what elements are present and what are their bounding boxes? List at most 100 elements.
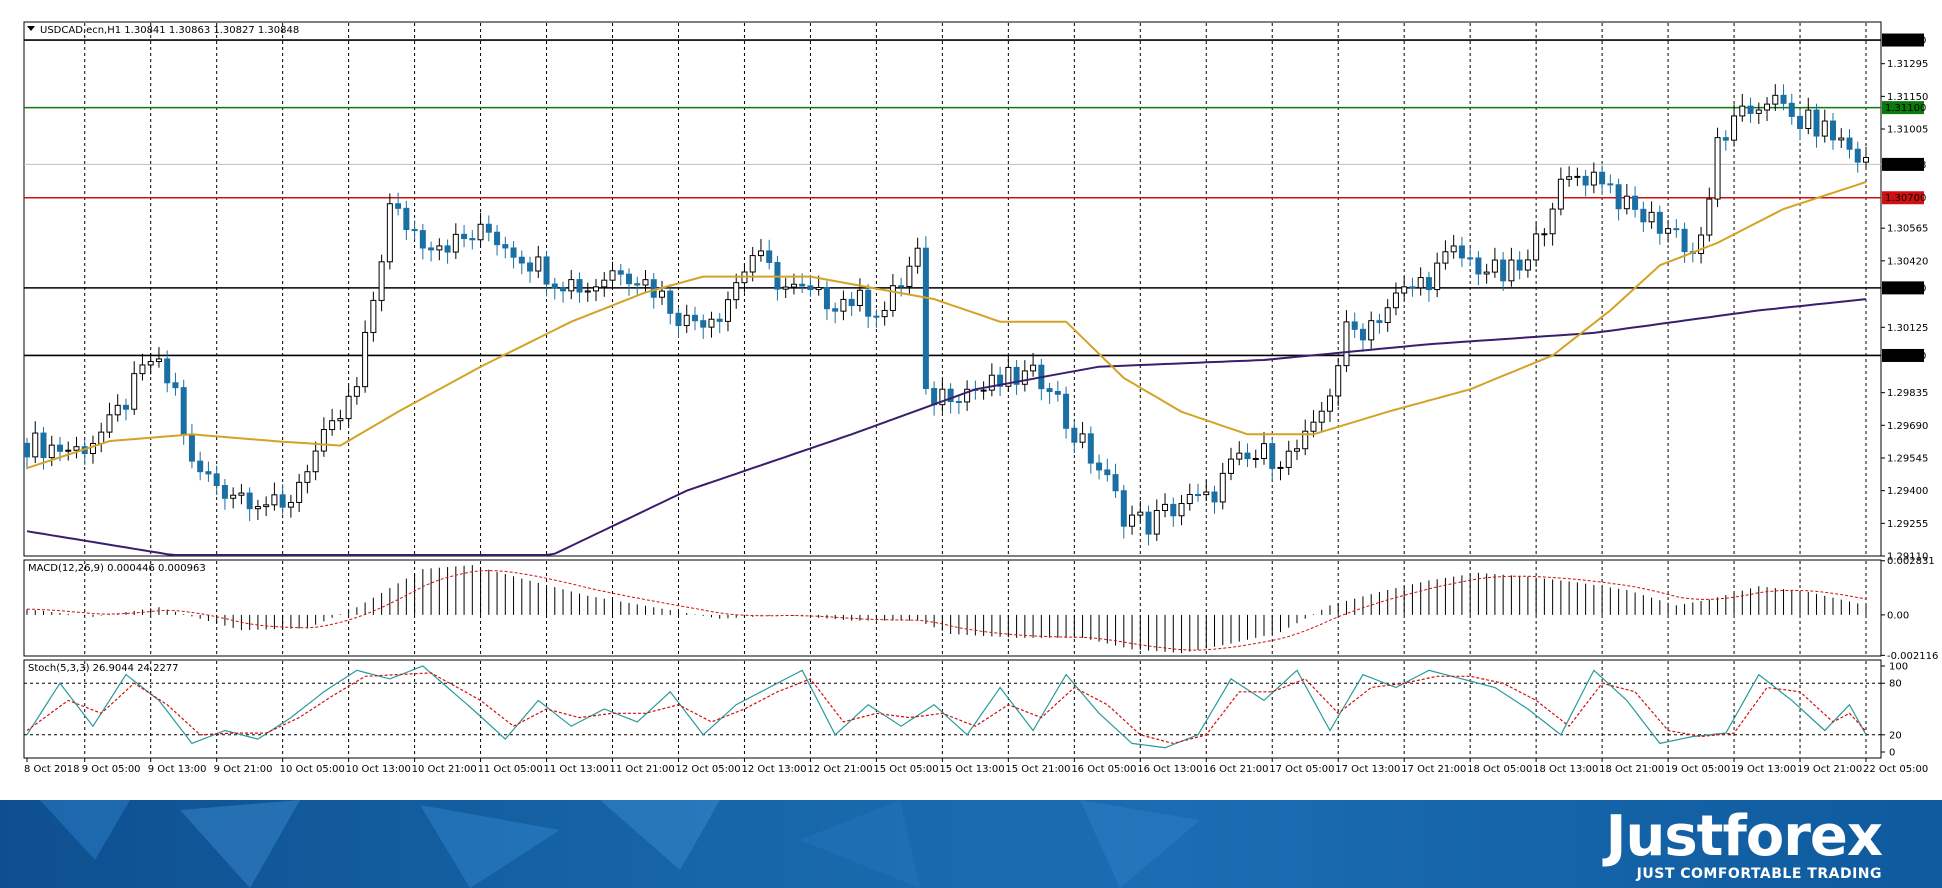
- candle-body: [1821, 120, 1828, 137]
- candle-body: [469, 238, 476, 241]
- candle-body: [1277, 466, 1284, 469]
- candle-body: [1129, 514, 1136, 527]
- time-axis-label: 11 Oct 13:00: [544, 764, 609, 775]
- candle-body: [1582, 175, 1589, 186]
- candle-body: [246, 492, 253, 510]
- time-axis-label: 12 Oct 13:00: [741, 764, 806, 775]
- time-axis-label: 17 Oct 05:00: [1269, 764, 1334, 775]
- candle-body: [287, 501, 294, 508]
- candle-body: [452, 233, 459, 253]
- candle-body: [939, 388, 946, 406]
- candle-body: [1153, 510, 1160, 535]
- candle-body: [914, 247, 921, 267]
- candle-body: [906, 265, 913, 287]
- candle-body: [881, 309, 888, 318]
- candle-body: [1195, 494, 1202, 497]
- candle-body: [1549, 208, 1556, 235]
- price-level-tag-label: 1.30000: [1885, 351, 1926, 362]
- candle-body: [1063, 393, 1070, 429]
- candle-body: [1557, 178, 1564, 210]
- candle-body: [155, 358, 162, 363]
- candle-body: [147, 361, 154, 366]
- candle-body: [1392, 292, 1399, 309]
- candle-body: [716, 318, 723, 322]
- candle-body: [1310, 421, 1317, 432]
- candle-body: [1846, 137, 1853, 150]
- candle-body: [667, 290, 674, 314]
- candle-body: [362, 331, 369, 388]
- price-level-tag-label: 1.31400: [1885, 36, 1926, 47]
- candle-body: [551, 283, 558, 289]
- candle-body: [1623, 195, 1630, 210]
- candle-body: [320, 429, 327, 452]
- time-axis-label: 9 Oct 05:00: [82, 764, 141, 775]
- price-chart[interactable]: 1.31295 1.31150 1.31005 1.30565 1.30420 1.301…: [0, 0, 1942, 800]
- candle-body: [724, 299, 731, 322]
- candle-body: [1359, 328, 1366, 341]
- candle-body: [263, 504, 270, 508]
- candle-body: [708, 318, 715, 328]
- candle-body: [691, 314, 698, 322]
- time-axis-label: 18 Oct 13:00: [1533, 764, 1598, 775]
- candle-body: [1541, 233, 1548, 236]
- candle-body: [749, 255, 756, 273]
- price-level-tag: [1882, 101, 1924, 115]
- candle-body: [164, 358, 171, 384]
- footer-shape: [1080, 800, 1200, 888]
- price-level-tag: [1882, 33, 1924, 47]
- candle-body: [700, 320, 707, 328]
- candle-body: [1030, 364, 1037, 372]
- candle-body: [922, 247, 929, 389]
- candle-body: [1071, 427, 1078, 443]
- time-axis-label: 10 Oct 21:00: [412, 764, 477, 775]
- stoch-tick-label: 80: [1889, 679, 1902, 690]
- brand-slogan: JUST COMFORTABLE TRADING: [1636, 866, 1882, 882]
- panel-frame: [23, 21, 1882, 557]
- candle-body: [543, 256, 550, 285]
- candle-body: [1145, 511, 1152, 535]
- candle-body: [502, 244, 509, 249]
- candle-body: [1665, 228, 1672, 234]
- candle-body: [1021, 370, 1028, 385]
- time-axis-label: 8 Oct 2018: [24, 764, 79, 775]
- stoch-tick-label: 20: [1889, 730, 1902, 741]
- candle-body: [353, 386, 360, 397]
- macd-tick-label: -0.002116: [1887, 651, 1938, 662]
- macd-tick-label: 0.002831: [1887, 556, 1935, 567]
- candle-body: [1260, 443, 1267, 459]
- candle-body: [997, 374, 1004, 387]
- candle-body: [1681, 228, 1688, 253]
- time-axis-label: 22 Oct 05:00: [1863, 764, 1928, 775]
- candle-body: [683, 314, 690, 327]
- candle-body: [527, 262, 534, 272]
- candle-body: [782, 286, 789, 290]
- candle-body: [1731, 115, 1738, 141]
- moving-average-line: [26, 181, 1867, 470]
- candle-body: [238, 492, 245, 496]
- candle-body: [1566, 176, 1573, 180]
- candle-body: [634, 283, 641, 286]
- candle-body: [1805, 109, 1812, 130]
- candle-body: [386, 203, 393, 263]
- candle-body: [1607, 183, 1614, 186]
- candle-body: [254, 506, 261, 510]
- candle-body: [1788, 102, 1795, 117]
- candle-body: [1409, 286, 1416, 289]
- candle-body: [1112, 474, 1119, 492]
- candle-body: [1203, 491, 1210, 496]
- candle-body: [230, 494, 237, 499]
- candle-body: [807, 285, 814, 291]
- candle-body: [1384, 307, 1391, 324]
- footer-shape: [600, 800, 720, 870]
- candle-body: [1425, 277, 1432, 291]
- candle-body: [221, 485, 228, 499]
- candle-body: [1013, 366, 1020, 385]
- candle-body: [675, 312, 682, 327]
- candle-body: [1475, 257, 1482, 275]
- candle-body: [757, 250, 764, 257]
- candle-body: [1747, 105, 1754, 114]
- price-level-tag-label: 1.30848: [1885, 160, 1926, 171]
- candle-body: [1640, 208, 1647, 223]
- candle-body: [172, 382, 179, 389]
- candle-body: [1318, 410, 1325, 423]
